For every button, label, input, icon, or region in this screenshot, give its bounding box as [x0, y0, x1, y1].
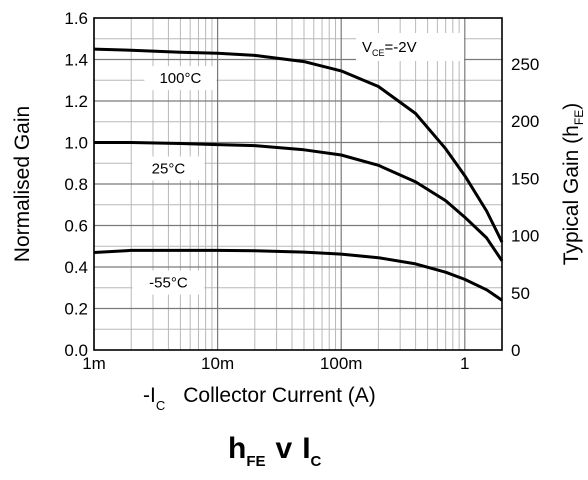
y2-tick-label: 250	[511, 55, 539, 74]
x-tick-label: 1	[460, 354, 469, 373]
vce-annotation: VCE=-2V	[356, 33, 464, 61]
series-label: 25°C	[152, 160, 186, 177]
y-tick-label: 0.8	[64, 175, 88, 194]
vce-rest: =-2V	[385, 39, 417, 56]
y-axis-label: Normalised Gain	[11, 106, 34, 262]
vce-main: V	[362, 39, 372, 56]
series-label: 100°C	[159, 70, 201, 87]
y-tick-label: 1.2	[64, 92, 88, 111]
chart-title: hFE v IC	[228, 432, 322, 470]
y-tick-label: 0.6	[64, 217, 88, 236]
y-tick-label: 1.6	[64, 9, 88, 28]
series-line-1	[94, 141, 504, 262]
x-tick-label: 100m	[320, 354, 363, 373]
y-tick-label: 0.0	[64, 341, 88, 360]
series-layer	[93, 47, 504, 302]
vce-sub: CE	[372, 48, 385, 58]
series-line-2	[93, 248, 503, 302]
y2-tick-labels: 0 50 100 150 200 250	[511, 55, 539, 360]
series-line-0	[93, 47, 504, 243]
series-label-bg	[132, 270, 205, 295]
series-label-bg	[132, 156, 205, 181]
x-tick-label: 1m	[82, 354, 106, 373]
svg-text:VCE=-2V: VCE=-2V	[362, 39, 417, 58]
y-tick-label: 0.4	[64, 258, 88, 277]
y-tick-label: 1.4	[64, 51, 88, 70]
y-tick-labels: 0.0 0.2 0.4 0.6 0.8 1.0 1.2 1.4 1.6	[64, 9, 88, 360]
y2-tick-label: 0	[511, 341, 520, 360]
x-tick-label: 10m	[201, 354, 234, 373]
series-labels: 100°C 25°C -55°C	[132, 66, 217, 295]
y2-tick-label: 50	[511, 284, 530, 303]
series-label-bg	[144, 66, 217, 91]
y-tick-label: 0.2	[64, 300, 88, 319]
y-tick-label: 1.0	[64, 134, 88, 153]
x-axis-label: -IC Collector Current (A)	[143, 384, 376, 413]
y2-tick-label: 100	[511, 227, 539, 246]
x-tick-labels: 1m 10m 100m 1	[82, 354, 469, 373]
y2-tick-label: 150	[511, 169, 539, 188]
series-label: -55°C	[149, 275, 188, 292]
y2-tick-label: 200	[511, 112, 539, 131]
y2-axis-label: Typical Gain (hFE)	[560, 103, 586, 265]
plot-frame	[93, 17, 503, 351]
